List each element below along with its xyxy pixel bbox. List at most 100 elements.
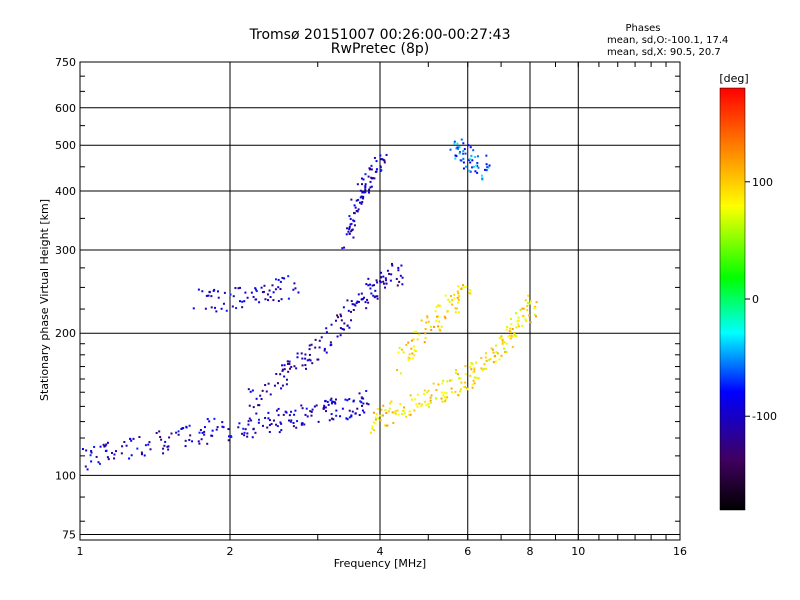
echo-point [370, 185, 373, 188]
echo-point [510, 317, 513, 320]
echo-point [300, 352, 303, 355]
echo-point [501, 340, 504, 343]
echo-point [255, 412, 258, 415]
echo-point [365, 283, 368, 286]
echo-point [98, 462, 101, 465]
echo-point [272, 419, 275, 422]
echo-point [412, 345, 415, 348]
echo-point [374, 416, 377, 419]
echo-point [367, 175, 370, 178]
echo-point [192, 307, 195, 310]
echo-point [515, 326, 518, 329]
echo-point [357, 293, 360, 296]
echo-point [370, 168, 373, 171]
echo-point [265, 390, 268, 393]
echo-point [445, 392, 448, 395]
echo-point [521, 307, 524, 310]
echo-point [385, 411, 388, 414]
echo-point [327, 403, 330, 406]
echo-point [353, 204, 356, 207]
echo-point [453, 140, 456, 143]
echo-point [373, 284, 376, 287]
echo-point [239, 286, 242, 289]
echo-point [468, 170, 471, 173]
echo-point [255, 290, 258, 293]
echo-point [456, 393, 459, 396]
echo-point [371, 425, 374, 428]
echo-point [399, 274, 402, 277]
echo-point [374, 295, 377, 298]
echo-point [519, 308, 522, 311]
echo-point [374, 422, 377, 425]
echo-point [373, 156, 376, 159]
echo-point [449, 148, 452, 151]
colorbar-ticks: 100 0 -100 [745, 176, 777, 423]
echo-point [279, 373, 282, 376]
echo-point [334, 402, 337, 405]
echo-point [304, 353, 307, 356]
echo-point [424, 332, 427, 335]
echo-point [330, 413, 333, 416]
echo-point [360, 397, 363, 400]
echo-point [435, 397, 438, 400]
echo-point [348, 409, 351, 412]
echo-point [317, 420, 320, 423]
echo-point [418, 333, 421, 336]
y-tick-label: 750 [55, 56, 76, 69]
echo-point [140, 451, 143, 454]
echo-point [314, 338, 317, 341]
echo-point [488, 164, 491, 167]
echo-point [480, 174, 483, 177]
echo-point [287, 275, 290, 278]
echo-point [356, 407, 359, 410]
echo-point [85, 449, 88, 452]
echo-point [443, 315, 446, 318]
echo-point [264, 298, 267, 301]
echo-point [372, 411, 375, 414]
grid [80, 62, 680, 540]
echo-point [144, 444, 147, 447]
echo-point [387, 410, 390, 413]
echo-point [364, 186, 367, 189]
echo-point [255, 298, 258, 301]
echo-point [148, 441, 151, 444]
echo-point [247, 420, 250, 423]
echo-point [277, 407, 280, 410]
echo-point [212, 289, 215, 292]
echo-point [472, 379, 475, 382]
echo-point [269, 296, 272, 299]
echo-point [370, 176, 373, 179]
echo-point [184, 445, 187, 448]
echo-point [329, 344, 332, 347]
echo-point [359, 189, 362, 192]
echo-point [496, 352, 499, 355]
echo-point [205, 294, 208, 297]
echo-point [463, 286, 466, 289]
echo-point [255, 288, 258, 291]
echo-point [451, 303, 454, 306]
echo-point [255, 397, 258, 400]
echo-point [443, 391, 446, 394]
echo-point [322, 407, 325, 410]
echo-point [248, 417, 251, 420]
echo-point [444, 317, 447, 320]
phase-info-x: mean, sd,X: 90.5, 20.7 [607, 47, 721, 58]
echo-point [500, 354, 503, 357]
echo-point [455, 154, 458, 157]
echo-point [352, 236, 355, 239]
echo-point [423, 392, 426, 395]
echo-point [270, 422, 273, 425]
echo-point [371, 284, 374, 287]
echo-point [436, 315, 439, 318]
echo-point [197, 440, 200, 443]
echo-point [438, 328, 441, 331]
echo-point [413, 354, 416, 357]
echo-point [241, 306, 244, 309]
echo-point [93, 445, 96, 448]
echo-point [385, 282, 388, 285]
echo-point [439, 329, 442, 332]
echo-point [353, 212, 356, 215]
echo-point [457, 301, 460, 304]
echo-point [274, 278, 277, 281]
echo-point [402, 351, 405, 354]
